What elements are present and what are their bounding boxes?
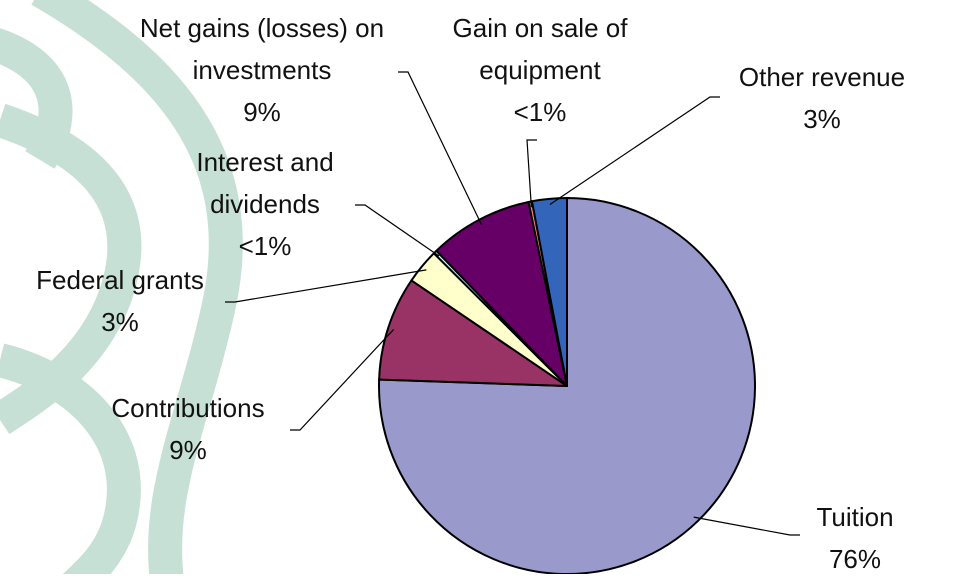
leader-line <box>355 205 439 256</box>
slice-value-label: <1% <box>420 91 660 133</box>
slice-label: Gain on sale of equipment<1% <box>420 7 660 133</box>
leader-line <box>290 329 394 430</box>
slice-value-label: 9% <box>78 429 298 471</box>
slice-name: Contributions <box>78 387 298 429</box>
slice-label: Interest and dividends<1% <box>165 141 365 267</box>
leader-line <box>527 140 537 207</box>
slice-value-label: <1% <box>165 225 365 267</box>
slice-name: Interest and dividends <box>165 141 365 225</box>
page: {"chart_data": {"type": "pie", "categori… <box>0 0 954 574</box>
slice-name: Other revenue <box>712 56 932 98</box>
slice-value-label: 3% <box>712 98 932 140</box>
slice-name: Tuition <box>775 496 935 538</box>
slice-value-label: 3% <box>0 301 240 343</box>
leader-line <box>225 270 426 302</box>
slice-name: Gain on sale of equipment <box>420 7 660 91</box>
slice-value-label: 9% <box>117 91 407 133</box>
slice-name: Net gains (losses) on investments <box>117 7 407 91</box>
